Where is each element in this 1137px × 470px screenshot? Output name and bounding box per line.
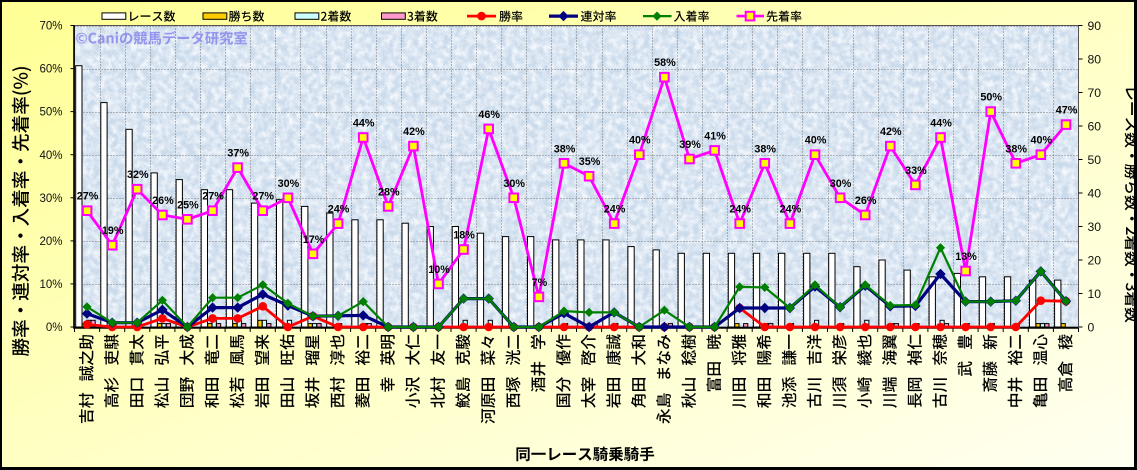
svg-text:58%: 58% (654, 57, 676, 69)
svg-text:50: 50 (1088, 153, 1102, 167)
svg-text:20%: 20% (39, 236, 62, 248)
svg-text:30%: 30% (830, 178, 852, 190)
svg-text:10%: 10% (39, 279, 62, 291)
svg-text:70%: 70% (39, 21, 62, 33)
svg-text:18%: 18% (453, 230, 475, 242)
svg-text:50%: 50% (980, 92, 1002, 104)
svg-text:44%: 44% (930, 118, 952, 130)
svg-text:27%: 27% (252, 191, 274, 203)
svg-text:27%: 27% (202, 191, 224, 203)
svg-text:60: 60 (1088, 119, 1102, 133)
svg-text:24%: 24% (604, 204, 626, 216)
svg-text:27%: 27% (77, 191, 99, 203)
svg-text:90: 90 (1088, 19, 1102, 33)
svg-text:80: 80 (1088, 52, 1102, 66)
svg-text:28%: 28% (378, 186, 400, 198)
svg-text:38%: 38% (554, 143, 576, 155)
svg-text:40%: 40% (629, 135, 651, 147)
svg-text:20: 20 (1088, 253, 1102, 267)
svg-text:19%: 19% (102, 225, 124, 237)
svg-text:40%: 40% (805, 135, 827, 147)
svg-text:35%: 35% (579, 156, 601, 168)
svg-text:60%: 60% (39, 64, 62, 76)
svg-text:30%: 30% (39, 193, 62, 205)
svg-text:50%: 50% (39, 107, 62, 119)
svg-text:44%: 44% (353, 118, 375, 130)
svg-text:30%: 30% (503, 178, 525, 190)
svg-text:47%: 47% (1056, 105, 1078, 117)
svg-text:24%: 24% (729, 204, 751, 216)
svg-text:0: 0 (1088, 320, 1095, 334)
svg-text:39%: 39% (679, 139, 701, 151)
svg-text:25%: 25% (177, 199, 199, 211)
svg-text:24%: 24% (328, 204, 350, 216)
svg-text:7%: 7% (532, 277, 548, 289)
svg-text:30: 30 (1088, 220, 1102, 234)
svg-text:41%: 41% (704, 130, 726, 142)
svg-text:40%: 40% (1030, 135, 1052, 147)
svg-text:33%: 33% (905, 165, 927, 177)
svg-text:0%: 0% (46, 322, 63, 334)
svg-text:24%: 24% (780, 204, 802, 216)
svg-text:26%: 26% (855, 195, 877, 207)
svg-text:13%: 13% (955, 251, 977, 263)
svg-text:10%: 10% (428, 264, 450, 276)
svg-text:40%: 40% (39, 150, 62, 162)
svg-text:17%: 17% (303, 234, 325, 246)
svg-text:32%: 32% (127, 169, 149, 181)
svg-text:38%: 38% (1005, 143, 1027, 155)
svg-text:38%: 38% (754, 143, 776, 155)
svg-text:46%: 46% (478, 109, 500, 121)
svg-text:40: 40 (1088, 186, 1102, 200)
svg-text:70: 70 (1088, 86, 1102, 100)
svg-text:42%: 42% (880, 126, 902, 138)
svg-text:37%: 37% (227, 148, 249, 160)
svg-text:26%: 26% (152, 195, 174, 207)
svg-text:42%: 42% (403, 126, 425, 138)
svg-text:10: 10 (1088, 287, 1102, 301)
svg-text:30%: 30% (278, 178, 300, 190)
